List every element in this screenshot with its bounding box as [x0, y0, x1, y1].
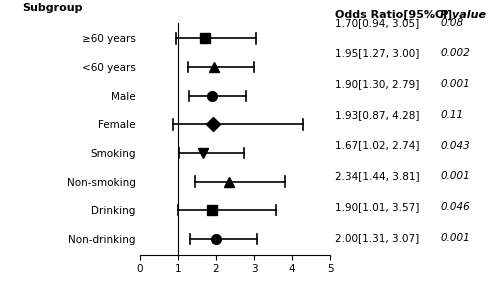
Text: 1.90[1.30, 2.79]: 1.90[1.30, 2.79]	[335, 79, 419, 89]
Text: 0.002: 0.002	[440, 48, 470, 58]
Text: 1.90[1.01, 3.57]: 1.90[1.01, 3.57]	[335, 202, 419, 212]
Text: 1.70[0.94, 3.05]: 1.70[0.94, 3.05]	[335, 18, 419, 28]
Text: 2.34[1.44, 3.81]: 2.34[1.44, 3.81]	[335, 171, 419, 181]
Text: 0.001: 0.001	[440, 79, 470, 89]
Text: 0.001: 0.001	[440, 171, 470, 181]
Text: Subgroup: Subgroup	[22, 3, 82, 13]
Text: 0.043: 0.043	[440, 141, 470, 151]
Text: P value: P value	[440, 10, 486, 20]
Text: 2.00[1.31, 3.07]: 2.00[1.31, 3.07]	[335, 233, 419, 243]
Text: 0.046: 0.046	[440, 202, 470, 212]
Text: 1.95[1.27, 3.00]: 1.95[1.27, 3.00]	[335, 48, 419, 58]
Text: 0.001: 0.001	[440, 233, 470, 243]
Text: 0.08: 0.08	[440, 18, 463, 28]
Text: 0.11: 0.11	[440, 110, 463, 120]
Text: Odds Ratio[95%CI]: Odds Ratio[95%CI]	[335, 10, 452, 20]
Text: 1.93[0.87, 4.28]: 1.93[0.87, 4.28]	[335, 110, 419, 120]
Text: 1.67[1.02, 2.74]: 1.67[1.02, 2.74]	[335, 141, 419, 151]
